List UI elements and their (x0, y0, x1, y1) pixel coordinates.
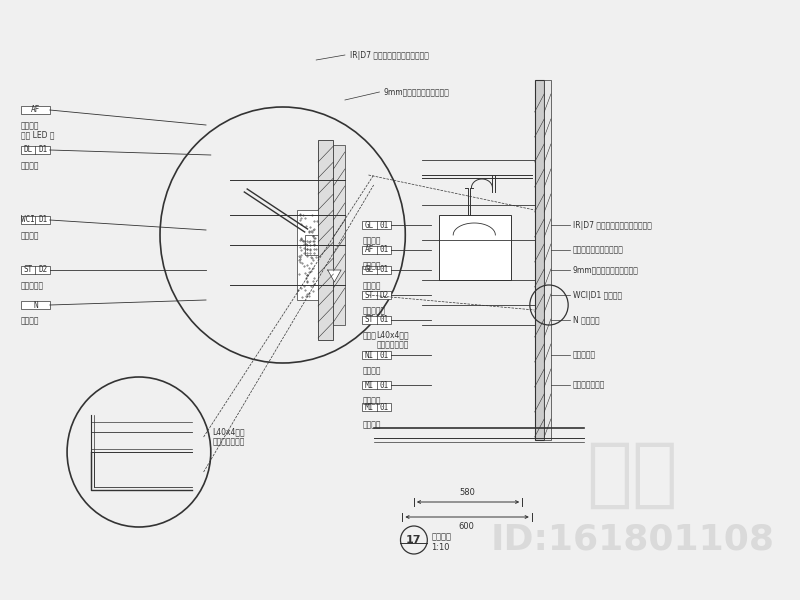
Text: 云石管管: 云石管管 (362, 366, 381, 375)
Text: 9mm木胶合板涂三层防火漆: 9mm木胶合板涂三层防火漆 (383, 88, 449, 97)
Polygon shape (328, 270, 341, 282)
Bar (362, 246, 391, 254)
Text: GL: GL (365, 265, 374, 275)
Text: 水泥沙浆找平层: 水泥沙浆找平层 (573, 380, 606, 389)
Text: 01: 01 (379, 316, 388, 325)
Text: 知末: 知末 (586, 438, 678, 512)
Text: AF: AF (365, 245, 374, 254)
Text: 实木镜框: 实木镜框 (21, 231, 39, 240)
Text: 580: 580 (460, 488, 475, 497)
Bar (21, 216, 50, 224)
Text: MI: MI (365, 380, 374, 389)
Text: WCI: WCI (22, 215, 35, 224)
Text: 9mm木胶合板涂三层防火漆: 9mm木胶合板涂三层防火漆 (573, 265, 639, 275)
Bar (334, 145, 345, 325)
Text: N: N (33, 301, 38, 310)
Bar (544, 80, 551, 440)
Text: ID:161801108: ID:161801108 (490, 523, 774, 557)
Text: N 墙砖铺贴: N 墙砖铺贴 (573, 316, 599, 325)
Bar (362, 266, 391, 274)
Text: 墙砖铺贴: 墙砖铺贴 (21, 316, 39, 325)
Text: IR|D7 防潮防火涂料（仅显示意）: IR|D7 防潮防火涂料（仅显示意） (573, 220, 652, 229)
Text: 墙板底背板: 墙板底背板 (573, 350, 596, 359)
Text: ST: ST (365, 290, 374, 299)
Bar (534, 80, 544, 440)
Text: 材质配套: 材质配套 (362, 261, 381, 270)
Text: 云石管管: 云石管管 (362, 396, 381, 405)
Text: D2: D2 (379, 290, 388, 299)
Text: D1: D1 (38, 215, 47, 224)
Text: 云石管管: 云石管管 (362, 420, 381, 429)
Text: 洗脸盆龙头: 洗脸盆龙头 (21, 281, 44, 290)
Text: 片段详图: 片段详图 (431, 533, 451, 541)
Text: MI: MI (365, 403, 374, 412)
Text: L40x4角铁
背衬三层防砍板: L40x4角铁 背衬三层防砍板 (213, 427, 246, 446)
Text: 01: 01 (379, 265, 388, 275)
Bar (362, 351, 391, 359)
Text: 01: 01 (379, 350, 388, 359)
Bar (362, 381, 391, 389)
Text: 600: 600 (458, 522, 474, 531)
Bar (439, 215, 510, 280)
Text: D1: D1 (38, 145, 47, 154)
Bar (362, 316, 391, 324)
Text: D2: D2 (38, 265, 47, 275)
Text: 01: 01 (379, 220, 388, 229)
Text: ST: ST (24, 265, 33, 275)
Text: WCI|D1 实木镜框: WCI|D1 实木镜框 (573, 290, 622, 299)
Text: 平板清雅: 平板清雅 (362, 281, 381, 290)
Bar (305, 235, 318, 255)
Text: 1:10: 1:10 (431, 542, 450, 551)
Bar (362, 403, 391, 411)
Text: 洗脸盆: 洗脸盆 (362, 331, 376, 340)
Bar (21, 146, 50, 154)
Bar (21, 106, 50, 114)
Text: 平板清雅: 平板清雅 (362, 236, 381, 245)
Text: 01: 01 (379, 380, 388, 389)
Text: 17: 17 (406, 535, 422, 545)
Text: DL: DL (24, 145, 33, 154)
Bar (362, 291, 391, 299)
Text: 木胶合板涂三层防火涂漆: 木胶合板涂三层防火涂漆 (573, 245, 624, 254)
Text: ST: ST (365, 316, 374, 325)
Text: 平板清雅: 平板清雅 (21, 161, 39, 170)
Bar (21, 301, 50, 309)
Text: 精品 LED 灯: 精品 LED 灯 (21, 130, 54, 139)
Text: AF: AF (31, 106, 40, 115)
Text: GL: GL (365, 220, 374, 229)
Text: IR|D7 防潮防火涂料（仅显示意）: IR|D7 防潮防火涂料（仅显示意） (350, 50, 429, 59)
Bar (297, 210, 318, 300)
Text: L40x4角铁
背衬三层防砍板: L40x4角铁 背衬三层防砍板 (377, 330, 409, 350)
Text: NI: NI (365, 350, 374, 359)
Bar (318, 140, 334, 340)
Bar (21, 266, 50, 274)
Text: 01: 01 (379, 403, 388, 412)
Text: 材质酷炫: 材质酷炫 (21, 121, 39, 130)
Bar (362, 221, 391, 229)
Text: 01: 01 (379, 245, 388, 254)
Text: 洗脸盆龙头: 洗脸盆龙头 (362, 306, 386, 315)
